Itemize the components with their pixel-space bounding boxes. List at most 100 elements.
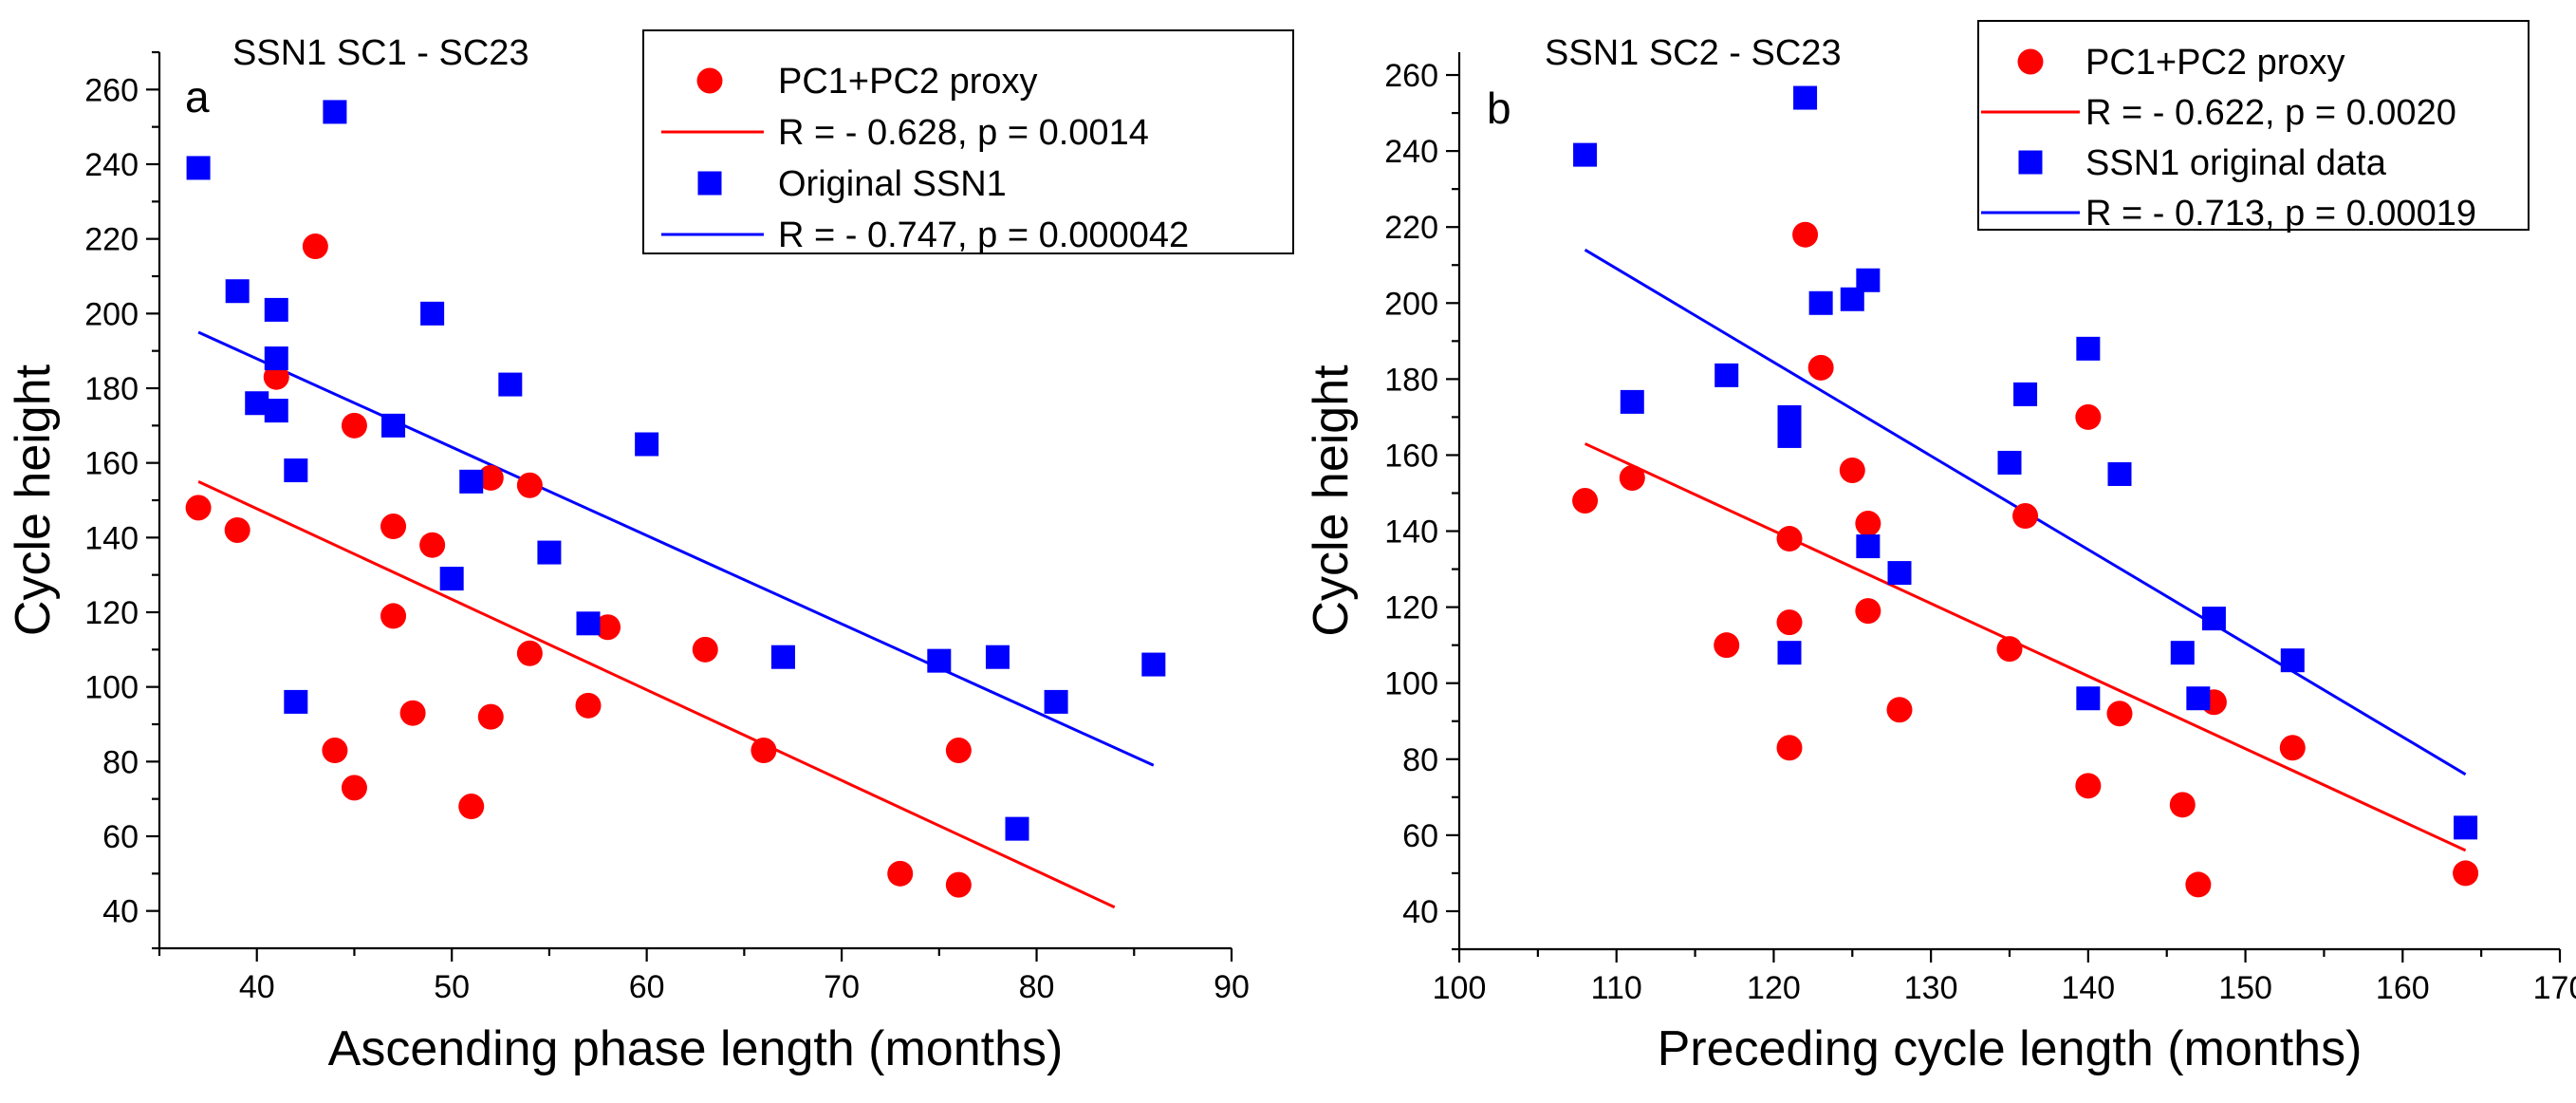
- original-point: [2170, 641, 2195, 665]
- original-point: [927, 648, 952, 673]
- original-point: [1856, 534, 1881, 559]
- original-point: [576, 611, 601, 636]
- original-point: [420, 301, 445, 326]
- legend-label: Original SSN1: [778, 164, 1007, 204]
- legend-circle-swatch: [2017, 48, 2044, 75]
- y-tick-label: 80: [1402, 742, 1438, 778]
- proxy-point: [692, 636, 718, 663]
- x-tick-label: 150: [2218, 970, 2272, 1006]
- proxy-point: [458, 794, 485, 820]
- proxy-point: [887, 860, 914, 887]
- original-point: [1887, 561, 1912, 586]
- legend-label: R = - 0.622, p = 0.0020: [2085, 93, 2456, 133]
- y-tick-label: 200: [84, 296, 139, 332]
- legend-label: SSN1 original data: [2085, 143, 2387, 183]
- y-axis-title: Cycle height: [6, 364, 61, 636]
- original-point: [264, 399, 288, 423]
- y-tick-label: 100: [1384, 666, 1438, 702]
- y-tick-label: 240: [84, 147, 139, 183]
- x-tick-label: 50: [434, 969, 470, 1005]
- fit-line: [197, 330, 1155, 767]
- y-tick-label: 120: [84, 595, 139, 631]
- proxy-point: [2106, 701, 2133, 727]
- y-tick-label: 60: [102, 819, 139, 855]
- y-tick-label: 120: [1384, 590, 1438, 626]
- proxy-point: [1714, 632, 1740, 659]
- original-point: [186, 156, 211, 180]
- x-tick-label: 60: [629, 969, 665, 1005]
- panel-letter: b: [1487, 84, 1511, 133]
- legend-label: R = - 0.628, p = 0.0014: [778, 113, 1149, 153]
- original-point: [1714, 363, 1739, 387]
- y-tick-label: 160: [84, 446, 139, 482]
- x-tick-label: 110: [1591, 970, 1642, 1006]
- original-point: [1573, 142, 1598, 167]
- y-tick-label: 260: [1384, 58, 1438, 94]
- original-point: [264, 297, 288, 322]
- legend: [642, 29, 1294, 254]
- proxy-point: [185, 495, 212, 521]
- proxy-point: [2185, 871, 2212, 898]
- proxy-point: [302, 234, 328, 260]
- original-point: [1997, 450, 2022, 475]
- y-tick-label: 40: [102, 894, 139, 930]
- original-point: [770, 645, 795, 669]
- y-tick-label: 220: [84, 222, 139, 258]
- y-tick-label: 260: [84, 72, 139, 108]
- x-tick-label: 140: [2061, 970, 2115, 1006]
- proxy-point: [399, 700, 426, 726]
- proxy-point: [945, 871, 972, 898]
- y-tick-label: 140: [84, 520, 139, 556]
- proxy-point: [575, 692, 602, 719]
- proxy-point: [2279, 735, 2306, 761]
- proxy-point: [322, 738, 348, 764]
- proxy-point: [1776, 526, 1803, 552]
- original-point: [2454, 815, 2478, 840]
- panel-b: 100 110 120 130 140 150 160 170 40 60 80 100 120 140 1…: [1304, 20, 2576, 1076]
- original-point: [459, 469, 484, 494]
- original-point: [2076, 686, 2101, 711]
- original-point: [1856, 268, 1881, 292]
- y-tick-label: 180: [84, 371, 139, 407]
- legend-label: R = - 0.747, p = 0.000042: [778, 215, 1189, 255]
- proxy-point: [2169, 792, 2196, 818]
- original-point: [1044, 689, 1068, 714]
- original-point: [2107, 461, 2132, 486]
- y-tick-label: 80: [102, 744, 139, 780]
- proxy-point: [341, 412, 367, 439]
- y-tick-label: 60: [1402, 818, 1438, 854]
- proxy-point: [380, 514, 407, 540]
- proxy-point: [1792, 221, 1819, 248]
- panel-a: 40 50 60 70 80 90 40 60 80 100 120 140 160 180 200 220 2…: [6, 29, 1294, 1076]
- original-point: [381, 413, 406, 438]
- y-tick-label: 100: [84, 670, 139, 706]
- x-tick-label: 130: [1904, 970, 1958, 1006]
- proxy-point: [224, 516, 250, 543]
- x-tick-label: 80: [1019, 969, 1055, 1005]
- y-tick-label: 180: [1384, 362, 1438, 398]
- proxy-point: [2075, 773, 2102, 799]
- y-tick-label: 140: [1384, 514, 1438, 551]
- proxy-point: [1776, 735, 1803, 761]
- proxy-point: [341, 775, 367, 801]
- original-point: [2076, 336, 2101, 361]
- x-tick-label: 40: [239, 969, 275, 1005]
- proxy-point: [1839, 457, 1865, 483]
- proxy-point: [595, 614, 621, 641]
- x-tick-label: 100: [1433, 970, 1487, 1006]
- proxy-point: [1619, 464, 1645, 491]
- original-point: [537, 540, 562, 565]
- x-axis-title: Ascending phase length (months): [328, 1021, 1064, 1076]
- y-tick-label: 200: [1384, 286, 1438, 322]
- legend-square-swatch: [2018, 150, 2043, 175]
- proxy-point: [477, 464, 504, 491]
- y-tick-label: 160: [1384, 438, 1438, 474]
- panel-title: SSN1 SC2 - SC23: [1545, 33, 1842, 73]
- panel-letter: a: [185, 72, 210, 122]
- original-point: [2201, 607, 2226, 631]
- proxy-point: [1572, 488, 1599, 514]
- legend: [1977, 20, 2530, 231]
- proxy-point: [2075, 403, 2102, 430]
- x-tick-label: 90: [1214, 969, 1250, 1005]
